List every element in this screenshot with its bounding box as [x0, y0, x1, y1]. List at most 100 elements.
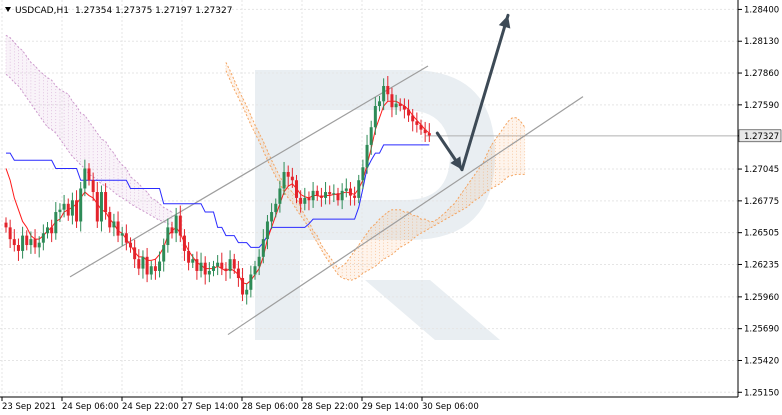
candle-body	[427, 133, 431, 136]
candle-body	[361, 167, 365, 181]
candle-body	[353, 195, 357, 198]
candle-body	[286, 171, 290, 177]
candle-body	[99, 192, 103, 222]
candle-body	[166, 227, 170, 246]
candle-body	[344, 188, 348, 191]
candle-body	[133, 247, 137, 260]
candle-body	[70, 200, 74, 216]
candle-body	[54, 212, 58, 234]
candle-body	[137, 259, 141, 269]
x-tick-label: 24 Sep 22:00	[122, 402, 179, 412]
candle-body	[386, 85, 390, 95]
candle-body	[299, 197, 303, 204]
candle-body	[220, 262, 224, 269]
candle-body	[4, 222, 8, 228]
y-tick-label: 1.27327	[744, 132, 779, 142]
y-tick-label: 1.25690	[744, 325, 779, 335]
candle-body	[66, 203, 70, 216]
x-tick-label: 24 Sep 06:00	[62, 402, 119, 412]
candle-body	[62, 203, 66, 210]
candle-body	[182, 235, 186, 251]
candle-body	[116, 221, 120, 236]
candle-body	[282, 171, 286, 189]
candle-body	[37, 242, 41, 248]
triangle-down-icon[interactable]	[5, 7, 11, 12]
channel-upper-line	[69, 65, 429, 278]
candle-body	[108, 212, 112, 228]
candle-body	[129, 242, 132, 248]
candle-body	[303, 197, 307, 204]
y-tick-label: 1.26505	[744, 229, 779, 239]
candle-body	[232, 259, 236, 269]
candle-body	[332, 193, 336, 195]
candle-body	[191, 259, 195, 263]
candle-body	[79, 188, 83, 222]
candle-body	[245, 289, 249, 295]
last-price-box	[738, 129, 782, 143]
candle-body	[33, 239, 37, 248]
candle-body	[307, 197, 311, 201]
candle-body	[265, 221, 269, 240]
candle-body	[141, 256, 145, 269]
candle-body	[58, 209, 62, 213]
candle-body	[112, 221, 116, 228]
candle-body	[224, 268, 228, 271]
candle-body	[315, 190, 319, 196]
candle-body	[290, 176, 294, 181]
candle-body	[87, 168, 91, 181]
candle-body	[394, 103, 398, 108]
candle-body	[270, 212, 274, 222]
candle-body	[158, 261, 162, 271]
candle-body	[212, 266, 215, 271]
forecast-arrow-down-head	[450, 156, 462, 170]
y-tick-label: 1.27045	[744, 165, 779, 175]
x-tick-label: 30 Sep 06:00	[422, 402, 479, 412]
y-tick-label: 1.25960	[744, 293, 779, 303]
candle-body	[124, 233, 128, 243]
candle-body	[378, 101, 381, 107]
candle-body	[278, 188, 282, 204]
candle-body	[415, 121, 419, 125]
candle-body	[83, 168, 87, 189]
candle-body	[390, 94, 394, 108]
candle-body	[170, 227, 174, 234]
x-tick-label: 23 Sep 2021	[2, 402, 56, 412]
candle-body	[145, 256, 149, 275]
candle-body	[365, 144, 369, 168]
candle-body	[21, 235, 25, 251]
candle-body	[228, 259, 232, 271]
candle-body	[41, 233, 45, 243]
candle-body	[12, 239, 16, 246]
kijun-sen-line	[6, 144, 430, 248]
x-tick-label: 28 Sep 06:00	[242, 402, 299, 412]
candle-body	[319, 195, 323, 198]
candle-body	[91, 180, 95, 193]
candle-body	[382, 85, 386, 102]
candle-body	[402, 106, 406, 110]
channel-lower-line	[227, 96, 584, 336]
candle-body	[295, 180, 298, 198]
candle-body	[153, 266, 157, 271]
candle-body	[423, 129, 427, 134]
candle-body	[373, 106, 377, 128]
candle-body	[407, 109, 411, 116]
candle-body	[357, 180, 361, 198]
y-tick-label: 1.26235	[744, 260, 779, 270]
candles	[4, 75, 431, 305]
candle-body	[29, 239, 33, 246]
candle-body	[25, 235, 29, 246]
y-tick-label: 1.26775	[744, 197, 779, 207]
candle-body	[95, 192, 99, 222]
candle-body	[348, 188, 352, 196]
candle-body	[195, 259, 199, 271]
ichimoku-cloud	[5, 34, 526, 281]
candle-body	[207, 270, 211, 275]
candle-body	[16, 245, 20, 251]
chart-header: USDCAD,H1 1.27354 1.27375 1.27197 1.2732…	[5, 6, 232, 16]
candle-body	[174, 215, 178, 234]
candle-body	[203, 262, 207, 275]
candle-body	[253, 266, 257, 275]
candle-body	[257, 256, 261, 267]
